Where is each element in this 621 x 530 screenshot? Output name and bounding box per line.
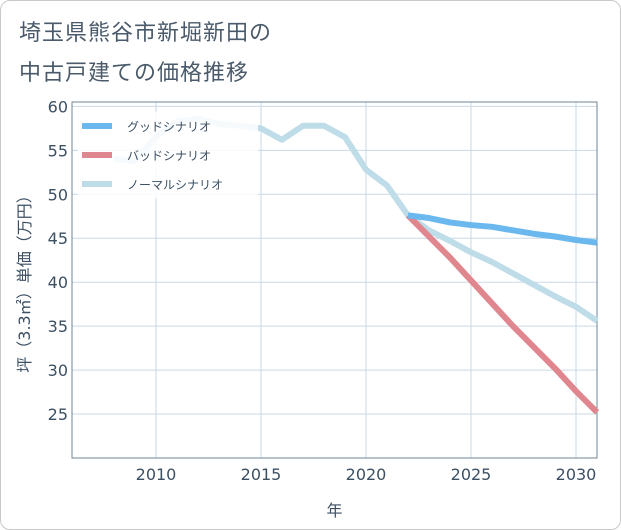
plot-frame — [71, 101, 598, 459]
x-axis-label: 年 — [326, 501, 342, 520]
y-tick-label: 50 — [48, 185, 68, 204]
y-tick-label: 45 — [48, 229, 68, 248]
x-tick-label: 2015 — [241, 465, 282, 484]
y-tick-label: 30 — [48, 361, 68, 380]
series-line-good — [407, 212, 598, 246]
x-tick-label: 2025 — [451, 465, 492, 484]
y-tick-labels: 25 30 35 40 45 50 55 60 — [48, 97, 68, 424]
y-tick-label: 40 — [48, 273, 68, 292]
chart-title-line-2: 中古戸建ての価格推移 — [19, 61, 250, 86]
y-tick-label: 60 — [48, 97, 68, 116]
x-tick-label: 2020 — [346, 465, 387, 484]
legend-label-normal: ノーマルシナリオ — [127, 178, 223, 192]
legend-label-bad: バッドシナリオ — [127, 149, 211, 163]
y-axis-label: 坪（3.3㎡）単価（万円） — [15, 187, 34, 372]
legend-label-good: グッドシナリオ — [127, 120, 211, 134]
series-line-bad — [405, 213, 600, 415]
y-tick-label: 55 — [48, 141, 68, 160]
chart-title-line-1: 埼玉県熊谷市新堀新田の — [19, 21, 273, 46]
x-tick-label: 2030 — [556, 465, 597, 484]
y-tick-label: 25 — [48, 405, 68, 424]
y-tick-label: 35 — [48, 317, 68, 336]
x-tick-label: 2010 — [136, 465, 177, 484]
x-tick-labels: 2010 2015 2020 2025 2030 — [136, 465, 597, 484]
